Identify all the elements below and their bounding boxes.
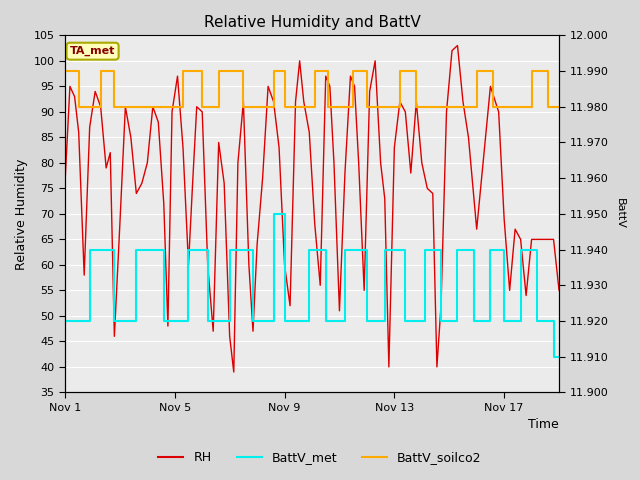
RH <box>454 43 461 48</box>
Title: Relative Humidity and BattV: Relative Humidity and BattV <box>204 15 420 30</box>
RH <box>61 180 69 186</box>
RH <box>185 262 193 268</box>
RH <box>264 84 272 89</box>
Legend: RH, BattV_met, BattV_soilco2: RH, BattV_met, BattV_soilco2 <box>154 446 486 469</box>
Text: TA_met: TA_met <box>70 46 115 56</box>
X-axis label: Time: Time <box>528 419 559 432</box>
RH <box>143 160 151 166</box>
RH <box>424 185 431 191</box>
RH <box>351 84 358 89</box>
RH <box>249 328 257 334</box>
Line: RH: RH <box>65 46 559 372</box>
RH <box>556 288 563 293</box>
Y-axis label: Relative Humidity: Relative Humidity <box>15 158 28 270</box>
RH <box>230 369 237 375</box>
Y-axis label: BattV: BattV <box>615 198 625 229</box>
